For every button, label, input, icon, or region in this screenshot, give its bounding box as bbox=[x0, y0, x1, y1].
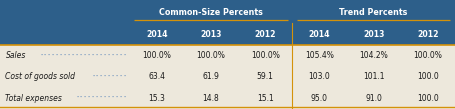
Text: 91.0: 91.0 bbox=[365, 94, 382, 103]
Text: 103.0: 103.0 bbox=[308, 72, 330, 81]
Bar bbox=[0, 0, 455, 45]
Text: 2013: 2013 bbox=[363, 30, 384, 39]
Text: 2012: 2012 bbox=[417, 30, 439, 39]
Text: Cost of goods sold: Cost of goods sold bbox=[5, 72, 76, 81]
Text: 14.8: 14.8 bbox=[202, 94, 219, 103]
Text: 15.3: 15.3 bbox=[148, 94, 165, 103]
Text: ·············: ············· bbox=[76, 95, 127, 101]
Text: 105.4%: 105.4% bbox=[305, 51, 334, 60]
FancyBboxPatch shape bbox=[0, 0, 455, 45]
Text: 2014: 2014 bbox=[146, 30, 167, 39]
Text: 100.0: 100.0 bbox=[417, 72, 439, 81]
Text: ·········: ········· bbox=[91, 74, 127, 80]
Text: ······················: ······················ bbox=[40, 52, 127, 58]
Text: Total expenses: Total expenses bbox=[5, 94, 62, 103]
Text: 15.1: 15.1 bbox=[257, 94, 273, 103]
Text: 2014: 2014 bbox=[308, 30, 330, 39]
Text: 104.2%: 104.2% bbox=[359, 51, 388, 60]
Text: 100.0: 100.0 bbox=[417, 94, 439, 103]
Text: Trend Percents: Trend Percents bbox=[339, 8, 408, 17]
Text: 100.0%: 100.0% bbox=[142, 51, 171, 60]
Text: 100.0%: 100.0% bbox=[251, 51, 280, 60]
Text: Common-Size Percents: Common-Size Percents bbox=[159, 8, 263, 17]
Text: 101.1: 101.1 bbox=[363, 72, 384, 81]
Text: 100.0%: 100.0% bbox=[197, 51, 225, 60]
Text: 2013: 2013 bbox=[200, 30, 222, 39]
Text: 2012: 2012 bbox=[254, 30, 276, 39]
Text: 95.0: 95.0 bbox=[311, 94, 328, 103]
Text: 100.0%: 100.0% bbox=[414, 51, 442, 60]
Text: 61.9: 61.9 bbox=[202, 72, 219, 81]
Text: 63.4: 63.4 bbox=[148, 72, 165, 81]
Text: 59.1: 59.1 bbox=[257, 72, 273, 81]
Text: Sales: Sales bbox=[5, 51, 26, 60]
